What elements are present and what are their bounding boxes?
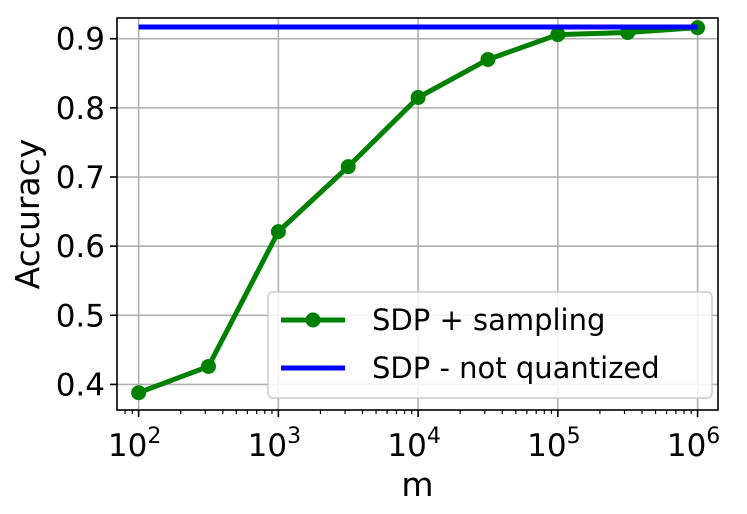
x-tick-label-4: 106 (667, 424, 720, 464)
y-tick-label-3: 0.7 (56, 160, 105, 196)
series-0-point-5 (480, 51, 496, 67)
y-tick-label-0: 0.4 (56, 367, 105, 403)
legend-swatch-sdp-sampling-marker (305, 312, 321, 328)
series-0-point-6 (550, 27, 566, 43)
x-tick-label-exponent-3: 5 (567, 424, 581, 449)
x-tick-label-exponent-1: 3 (287, 424, 301, 449)
x-tick-label-base-1: 10 (248, 428, 287, 464)
y-tick-label-5: 0.9 (56, 22, 105, 58)
x-tick-label-2: 104 (387, 424, 440, 464)
legend: SDP + sampling SDP - not quantized (267, 291, 713, 399)
x-tick-label-base-2: 10 (387, 428, 426, 464)
y-tick-label-1: 0.5 (56, 298, 105, 334)
series-0-point-0 (131, 385, 147, 401)
legend-label-sdp-sampling: SDP + sampling (372, 303, 605, 337)
x-tick-label-base-4: 10 (667, 428, 706, 464)
y-tick-label-4: 0.8 (56, 91, 105, 127)
x-tick-label-1: 103 (248, 424, 301, 464)
x-tick-label-0: 102 (108, 424, 161, 464)
series-0-point-2 (270, 224, 286, 240)
series-0-point-3 (340, 159, 356, 175)
x-tick-label-exponent-0: 2 (147, 424, 161, 449)
y-axis-label: Accuracy (8, 139, 47, 290)
x-tick-label-base-3: 10 (527, 428, 566, 464)
legend-box (267, 291, 713, 399)
series-0-point-4 (410, 90, 426, 106)
grid-lines (117, 18, 718, 410)
y-tick-label-2: 0.6 (56, 229, 105, 265)
x-tick-label-exponent-2: 4 (427, 424, 441, 449)
series-0-point-1 (200, 358, 216, 374)
series-layer (131, 20, 706, 401)
x-tick-label-3: 105 (527, 424, 580, 464)
x-axis-label: m (401, 465, 433, 504)
x-tick-label-base-0: 10 (108, 428, 147, 464)
legend-label-sdp-not-quantized: SDP - not quantized (372, 351, 660, 385)
x-tick-label-exponent-4: 6 (706, 424, 720, 449)
